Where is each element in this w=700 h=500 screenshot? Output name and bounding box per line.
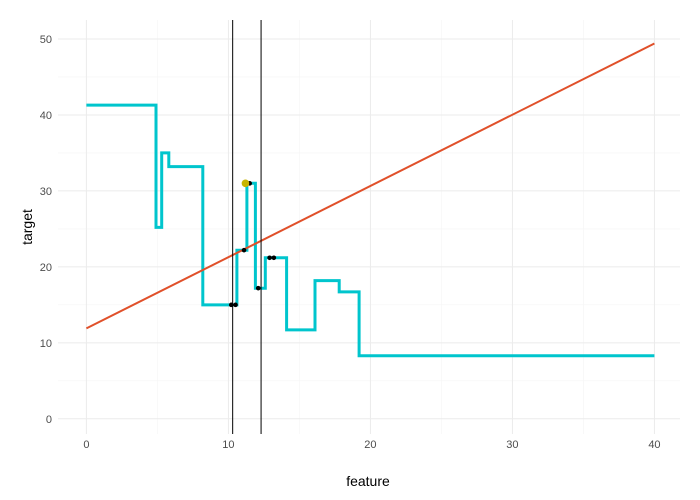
- highlight-point: [241, 179, 250, 188]
- data-point: [233, 302, 238, 308]
- x-axis-title: feature: [346, 473, 390, 489]
- y-tick-label: 50: [40, 34, 52, 46]
- y-tick-label: 20: [40, 262, 52, 274]
- x-tick-label: 20: [364, 439, 376, 451]
- fit-series-line: [85, 42, 655, 330]
- y-tick-label: 0: [46, 414, 52, 426]
- data-point: [241, 247, 247, 253]
- y-tick-labels: 0 10 20 30 40 50: [40, 34, 52, 426]
- x-tick-label: 10: [222, 439, 234, 451]
- y-axis-title: target: [19, 209, 35, 245]
- x-tick-label: 40: [648, 439, 660, 451]
- y-tick-label: 10: [40, 338, 52, 350]
- grid-minor: [58, 20, 680, 434]
- x-tick-label: 30: [506, 439, 518, 451]
- x-tick-labels: 0 10 20 30 40: [83, 439, 660, 451]
- data-point: [267, 255, 272, 261]
- data-point: [228, 302, 234, 308]
- x-tick-label: 0: [83, 439, 89, 451]
- grid-major: [58, 20, 680, 434]
- data-point: [271, 255, 277, 261]
- y-tick-label: 40: [40, 110, 52, 122]
- data-point: [255, 285, 261, 291]
- y-tick-label: 30: [40, 186, 52, 198]
- plot-marks: [85, 20, 655, 434]
